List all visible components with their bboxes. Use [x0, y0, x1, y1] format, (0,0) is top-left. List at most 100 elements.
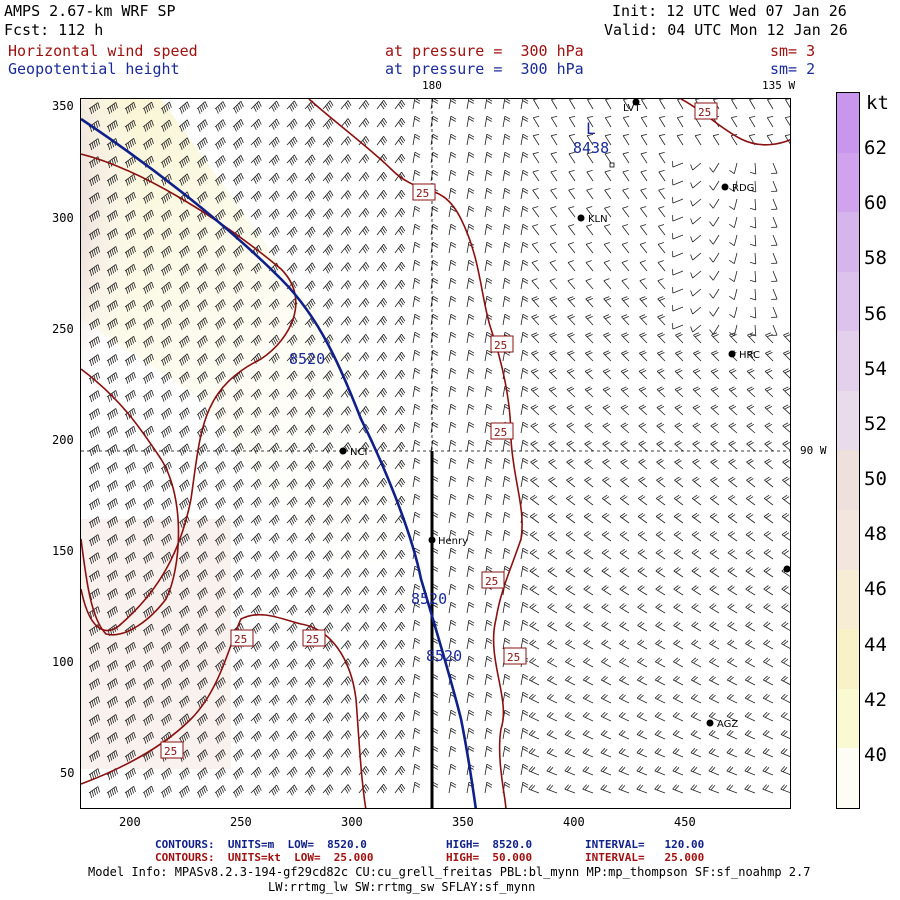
- wind-barb: [376, 99, 388, 110]
- wind-barb: [586, 152, 594, 164]
- wind-barb: [232, 533, 244, 546]
- wind-barb: [531, 296, 540, 308]
- wind-barb: [322, 478, 334, 490]
- wind-barb: [673, 567, 684, 578]
- wind-barb: [430, 349, 439, 362]
- wind-barb: [322, 388, 334, 400]
- wind-barb: [268, 532, 280, 544]
- wind-barb: [214, 191, 226, 204]
- wind-barb: [691, 585, 702, 596]
- wind-barb: [762, 784, 774, 794]
- wind-barb: [88, 534, 100, 547]
- wind-barb: [124, 281, 136, 294]
- wind-barb: [780, 729, 790, 739]
- wind-barb: [781, 585, 790, 595]
- wind-barb: [690, 693, 702, 704]
- wind-barb: [322, 172, 334, 184]
- wind-barb: [88, 336, 100, 349]
- wind-contour-label: 25: [412, 183, 436, 201]
- colorbar-label: 58: [864, 247, 887, 270]
- wind-barb: [484, 673, 493, 686]
- wind-barb: [466, 601, 475, 614]
- init-time: Init: 12 UTC Wed 07 Jan 26: [612, 2, 847, 20]
- wind-barb: [106, 678, 118, 691]
- wind-barb: [268, 784, 280, 796]
- wind-barb: [466, 295, 475, 308]
- wind-barb: [657, 242, 666, 254]
- wind-barb: [655, 494, 666, 506]
- wind-barb: [268, 640, 280, 652]
- wind-barb: [749, 288, 757, 301]
- wind-barb: [771, 252, 778, 264]
- wind-barb: [448, 295, 457, 308]
- wind-barb: [106, 462, 118, 475]
- wind-barb: [520, 637, 529, 650]
- wind-barb: [484, 349, 493, 362]
- wind-barb: [376, 369, 388, 380]
- wind-barb: [358, 514, 370, 524]
- wind-barb: [214, 497, 226, 510]
- wind-barb: [690, 180, 702, 189]
- wind-barb: [532, 188, 540, 200]
- wind-barb: [520, 493, 529, 506]
- wind-barb: [358, 280, 370, 290]
- wind-barb: [178, 443, 190, 456]
- wind-barb: [655, 548, 666, 560]
- wind-barb: [502, 313, 511, 326]
- wind-barb: [656, 404, 666, 416]
- wind-barb: [708, 784, 720, 794]
- wind-barb: [692, 404, 702, 416]
- wind-barb: [466, 475, 475, 488]
- wind-barb: [268, 226, 280, 238]
- wind-barb: [728, 476, 738, 488]
- wind-barb: [530, 422, 540, 434]
- wind-barb: [726, 693, 738, 704]
- wind-barb: [268, 460, 280, 472]
- wind-barb: [529, 567, 540, 578]
- wind-barb: [124, 191, 136, 204]
- wind-barb: [358, 208, 370, 218]
- wind-barb: [322, 496, 334, 508]
- wind-barb: [412, 529, 421, 542]
- wind-barb: [745, 657, 756, 668]
- wind-barb: [780, 748, 790, 758]
- wind-barb: [394, 477, 406, 488]
- wind-barb: [601, 530, 612, 542]
- wind-barb: [690, 270, 702, 279]
- wind-barb: [430, 99, 439, 110]
- wind-barb: [358, 478, 370, 488]
- wind-barb: [322, 748, 334, 760]
- wind-barb: [657, 260, 666, 272]
- wind-barb: [178, 731, 190, 744]
- wind-barb: [502, 295, 511, 308]
- colorbar: [836, 92, 860, 809]
- wind-barb: [639, 278, 648, 290]
- wind-barb: [727, 530, 738, 542]
- wind-barb: [142, 551, 154, 564]
- wind-barb: [528, 729, 540, 740]
- wind-barb: [709, 585, 720, 596]
- wind-barb: [88, 786, 100, 799]
- wind-barb: [726, 766, 738, 776]
- wind-barb: [673, 603, 684, 614]
- wind-barb: [582, 784, 594, 794]
- wind-barb: [196, 389, 208, 402]
- wind-barb: [430, 133, 439, 146]
- wind-barb: [601, 567, 612, 578]
- wind-barb: [340, 154, 352, 164]
- wind-barb: [484, 99, 493, 110]
- wind-barb: [250, 370, 262, 382]
- wind-barb: [448, 151, 457, 164]
- wind-barb: [601, 603, 612, 614]
- wind-barb: [637, 585, 648, 596]
- wind-barb: [466, 637, 475, 650]
- wind-barb: [674, 458, 684, 470]
- wind-barb: [268, 712, 280, 724]
- wind-barb: [250, 190, 262, 202]
- station-lvt: LVT: [623, 103, 641, 114]
- wind-barb: [394, 567, 406, 578]
- wind-barb: [585, 242, 594, 254]
- wind-barb: [196, 533, 208, 546]
- wind-barb: [358, 622, 370, 632]
- wind-barb: [709, 180, 720, 191]
